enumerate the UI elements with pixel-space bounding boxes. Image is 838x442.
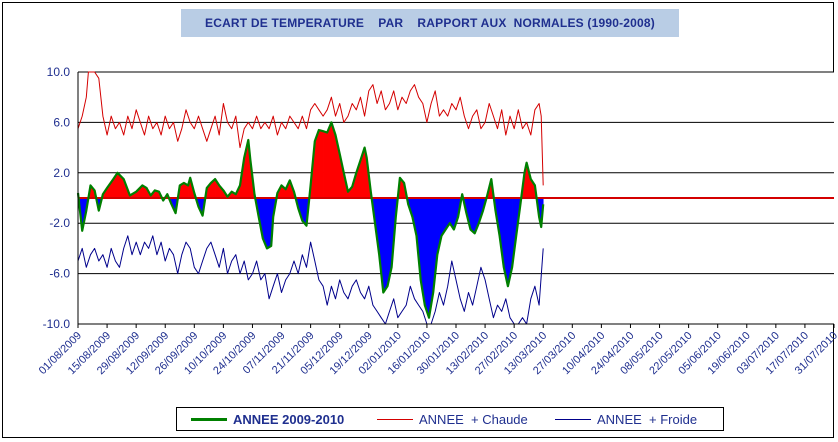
legend-item-froide: ANNEE + Froide — [555, 408, 697, 430]
axes — [77, 72, 835, 328]
legend-item-chaude: ANNEE + Chaude — [377, 408, 528, 430]
y-tick-label-4: -6.0 — [49, 267, 70, 281]
cold-fill-26 — [383, 197, 388, 294]
legend-swatch-chaude — [377, 418, 413, 420]
y-tick-label-1: 6.0 — [53, 115, 70, 129]
y-tick-label-5: -10.0 — [43, 317, 71, 331]
legend-swatch-annee — [191, 417, 227, 421]
series-line-froide — [77, 235, 544, 325]
legend-label-annee: ANNEE 2009-2010 — [233, 411, 345, 427]
legend-item-annee: ANNEE 2009-2010 — [191, 408, 344, 430]
legend-label-chaude: ANNEE + Chaude — [419, 411, 528, 427]
legend-swatch-froide — [555, 418, 591, 420]
chart-title: ECART DE TEMPERATURE PAR RAPPORT AUX NOR… — [205, 16, 655, 30]
warm-fill-49 — [322, 130, 328, 199]
chart-legend: ANNEE 2009-2010 ANNEE + Chaude ANNEE + F… — [176, 407, 724, 431]
x-tick-labels: 01/08/200915/08/200929/08/200912/09/2009… — [37, 330, 838, 377]
y-tick-label-0: 10.0 — [47, 65, 71, 79]
warm-fill-48 — [318, 129, 324, 199]
y-tick-labels: 10.0 6.0 2.0 -2.0 -6.0 -10.0 — [43, 65, 71, 331]
y-tick-label-2: 2.0 — [53, 166, 70, 180]
series-lines — [76, 71, 834, 325]
cold-fill-35 — [424, 197, 430, 318]
y-tick-label-3: -2.0 — [49, 216, 70, 230]
legend-label-froide: ANNEE + Froide — [597, 411, 698, 427]
warm-fill-50 — [326, 122, 332, 199]
chart-title-box: ECART DE TEMPERATURE PAR RAPPORT AUX NOR… — [181, 9, 679, 37]
series-line-chaude — [77, 71, 544, 186]
series-line-annee — [76, 121, 545, 319]
